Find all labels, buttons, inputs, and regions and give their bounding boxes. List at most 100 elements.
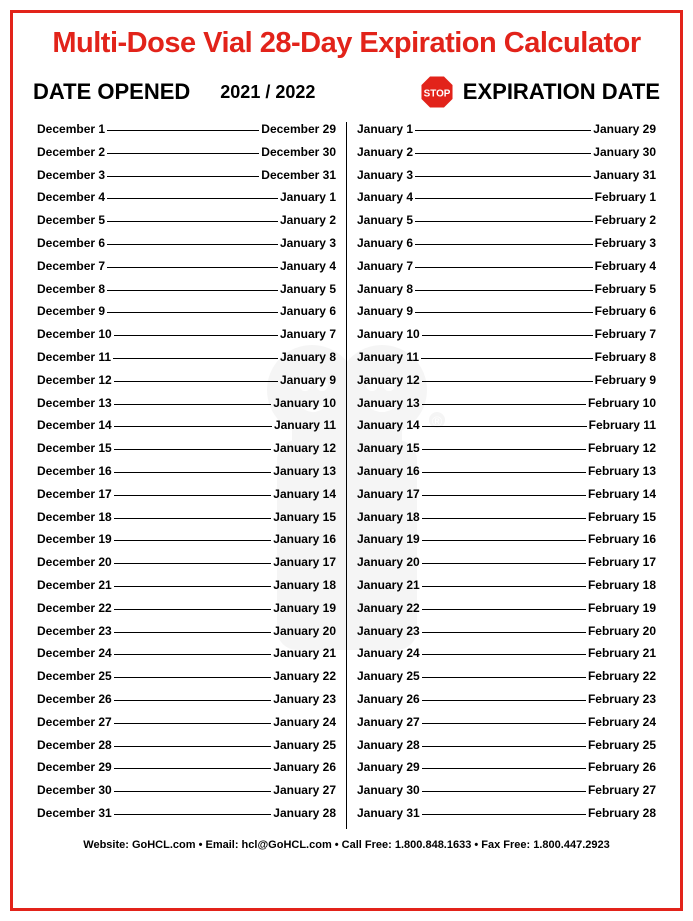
date-row: December 30January 27 bbox=[37, 783, 336, 806]
open-date: December 4 bbox=[37, 190, 105, 204]
open-date: December 10 bbox=[37, 327, 112, 341]
expiration-date: February 12 bbox=[588, 441, 656, 455]
date-row: December 1December 29 bbox=[37, 122, 336, 145]
open-date: December 16 bbox=[37, 464, 112, 478]
open-date: December 1 bbox=[37, 122, 105, 136]
expiration-date: December 30 bbox=[261, 145, 336, 159]
date-row: January 1January 29 bbox=[357, 122, 656, 145]
expiration-date: February 20 bbox=[588, 624, 656, 638]
open-date: January 10 bbox=[357, 327, 420, 341]
date-row: January 13February 10 bbox=[357, 396, 656, 419]
leader-line bbox=[114, 723, 272, 724]
open-date: December 25 bbox=[37, 669, 112, 683]
date-row: January 7February 4 bbox=[357, 259, 656, 282]
open-date: December 28 bbox=[37, 738, 112, 752]
expiration-date: January 22 bbox=[273, 669, 336, 683]
open-date: January 22 bbox=[357, 601, 420, 615]
leader-line bbox=[422, 723, 586, 724]
date-row: January 6February 3 bbox=[357, 236, 656, 259]
open-date: January 21 bbox=[357, 578, 420, 592]
open-date: December 21 bbox=[37, 578, 112, 592]
leader-line bbox=[422, 449, 586, 450]
leader-line bbox=[107, 244, 278, 245]
date-row: December 13January 10 bbox=[37, 396, 336, 419]
leader-line bbox=[415, 221, 593, 222]
expiration-date: February 16 bbox=[588, 532, 656, 546]
leader-line bbox=[422, 677, 586, 678]
open-date: January 17 bbox=[357, 487, 420, 501]
leader-line bbox=[114, 677, 272, 678]
leader-line bbox=[422, 426, 587, 427]
leader-line bbox=[107, 267, 278, 268]
date-row: December 22January 19 bbox=[37, 601, 336, 624]
expiration-date: January 21 bbox=[273, 646, 336, 660]
date-row: December 27January 24 bbox=[37, 715, 336, 738]
expiration-date: February 1 bbox=[595, 190, 656, 204]
leader-line bbox=[422, 654, 586, 655]
expiration-date: January 11 bbox=[274, 418, 336, 432]
leader-line bbox=[422, 586, 586, 587]
open-date: December 20 bbox=[37, 555, 112, 569]
expiration-date: February 27 bbox=[588, 783, 656, 797]
leader-line bbox=[422, 563, 586, 564]
leader-line bbox=[114, 746, 272, 747]
leader-line bbox=[422, 381, 593, 382]
leader-line bbox=[107, 176, 259, 177]
expiration-date: February 26 bbox=[588, 760, 656, 774]
expiration-date: January 7 bbox=[280, 327, 336, 341]
leader-line bbox=[415, 244, 593, 245]
expiration-date: January 2 bbox=[280, 213, 336, 227]
open-date: December 12 bbox=[37, 373, 112, 387]
date-row: December 25 January 22 bbox=[37, 669, 336, 692]
date-row: December 14January 11 bbox=[37, 418, 336, 441]
leader-line bbox=[114, 472, 272, 473]
date-row: January 8February 5 bbox=[357, 282, 656, 305]
leader-line bbox=[114, 426, 272, 427]
expiration-date: February 23 bbox=[588, 692, 656, 706]
date-row: December 7January 4 bbox=[37, 259, 336, 282]
expiration-date: January 24 bbox=[273, 715, 336, 729]
date-row: January 24February 21 bbox=[357, 646, 656, 669]
date-row: January 21February 18 bbox=[357, 578, 656, 601]
expiration-date: February 17 bbox=[588, 555, 656, 569]
date-row: January 31February 28 bbox=[357, 806, 656, 829]
leader-line bbox=[114, 768, 272, 769]
date-row: January 10February 7 bbox=[357, 327, 656, 350]
date-row: December 2December 30 bbox=[37, 145, 336, 168]
leader-line bbox=[114, 540, 272, 541]
date-row: December 8January 5 bbox=[37, 282, 336, 305]
leader-line bbox=[422, 609, 586, 610]
leader-line bbox=[114, 563, 272, 564]
open-date: January 29 bbox=[357, 760, 420, 774]
leader-line bbox=[422, 472, 586, 473]
leader-line bbox=[107, 198, 278, 199]
expiration-date: February 14 bbox=[588, 487, 656, 501]
expiration-date: January 13 bbox=[273, 464, 336, 478]
open-date: December 3 bbox=[37, 168, 105, 182]
date-row: December 9January 6 bbox=[37, 304, 336, 327]
open-date: December 26 bbox=[37, 692, 112, 706]
date-row: December 19January 16 bbox=[37, 532, 336, 555]
open-date: December 30 bbox=[37, 783, 112, 797]
leader-line bbox=[114, 381, 278, 382]
date-row: January 12February 9 bbox=[357, 373, 656, 396]
expiration-date: January 26 bbox=[273, 760, 336, 774]
open-date: December 5 bbox=[37, 213, 105, 227]
leader-line bbox=[114, 814, 272, 815]
open-date: January 20 bbox=[357, 555, 420, 569]
leader-line bbox=[415, 130, 591, 131]
open-date: January 23 bbox=[357, 624, 420, 638]
expiration-date: January 16 bbox=[273, 532, 336, 546]
leader-line bbox=[422, 495, 586, 496]
date-row: January 28February 25 bbox=[357, 738, 656, 761]
date-row: January 27February 24 bbox=[357, 715, 656, 738]
open-date: December 6 bbox=[37, 236, 105, 250]
leader-line bbox=[415, 267, 593, 268]
open-date: January 25 bbox=[357, 669, 420, 683]
date-row: December 3December 31 bbox=[37, 168, 336, 191]
expiration-date: January 6 bbox=[280, 304, 336, 318]
page-frame: ® Multi-Dose Vial 28-Day Expiration Calc… bbox=[10, 10, 683, 911]
open-date: January 3 bbox=[357, 168, 413, 182]
leader-line bbox=[415, 153, 591, 154]
date-row: December 11January 8 bbox=[37, 350, 336, 373]
